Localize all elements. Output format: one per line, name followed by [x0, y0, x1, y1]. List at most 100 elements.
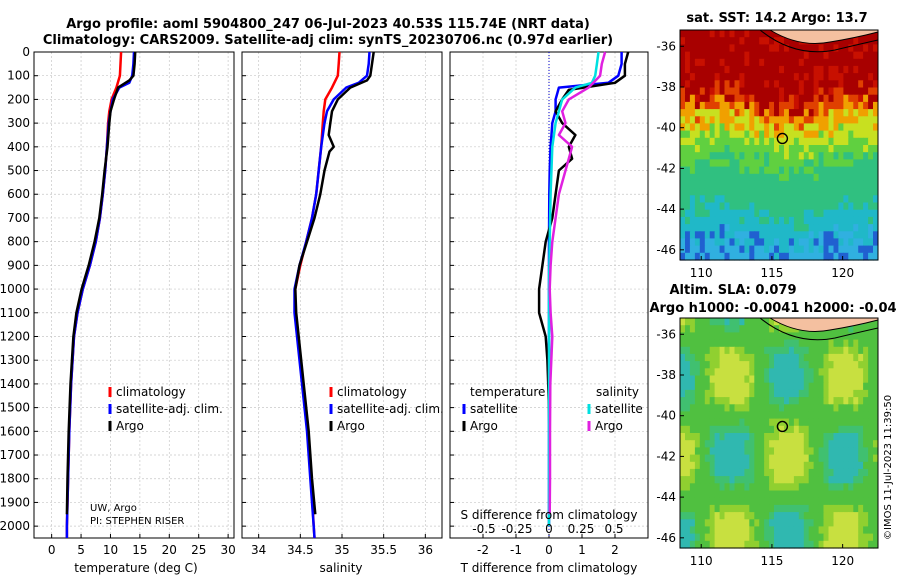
- map-cell: [704, 145, 711, 153]
- map-cell: [714, 252, 721, 261]
- map-cell: [813, 166, 820, 175]
- map-cell: [823, 80, 829, 89]
- map-cell: [818, 411, 825, 420]
- map-cell: [724, 245, 730, 254]
- map-cell: [699, 209, 706, 218]
- map-cell: [759, 361, 765, 369]
- map-cell: [685, 332, 691, 341]
- map-cell: [714, 101, 721, 110]
- map-cell: [813, 368, 820, 377]
- map-cell: [739, 166, 745, 175]
- map-cell: [729, 166, 735, 175]
- x-tick-label: 20: [162, 543, 177, 557]
- map-cell: [848, 418, 854, 427]
- map-cell: [813, 73, 820, 81]
- map-cell: [729, 361, 735, 369]
- map-cell: [873, 252, 879, 261]
- map-cell: [858, 109, 864, 117]
- map-cell: [808, 418, 815, 427]
- map-cell: [714, 245, 721, 254]
- map-cell: [858, 519, 864, 528]
- map-cell: [680, 346, 686, 355]
- map-cell: [689, 483, 696, 492]
- map-cell: [774, 504, 780, 513]
- map-cell: [788, 332, 795, 341]
- map-cell: [873, 101, 879, 110]
- map-cell: [694, 216, 701, 225]
- map-cell: [680, 440, 686, 448]
- map-cell: [739, 238, 745, 247]
- map-cell: [784, 461, 790, 470]
- map-cell: [818, 425, 825, 434]
- map-cell: [863, 94, 869, 103]
- y-tick-label: 1900: [0, 495, 30, 509]
- map-cell: [853, 245, 859, 254]
- map-cell: [764, 238, 770, 247]
- map-cell: [759, 173, 765, 182]
- map-cell: [823, 497, 829, 506]
- map-cell: [779, 468, 785, 477]
- map-cell: [784, 440, 790, 448]
- map-cell: [774, 123, 780, 132]
- map-cell: [863, 533, 869, 542]
- map-cell: [714, 519, 721, 528]
- sla-map-panel: 110 115 120-36-38-40-42-44-46: [656, 317, 879, 568]
- map-cell: [704, 65, 711, 74]
- map-cell: [853, 490, 859, 499]
- map-cell: [784, 397, 790, 405]
- map-cell: [774, 411, 780, 420]
- map-cell: [823, 58, 829, 67]
- map-cell: [798, 180, 805, 189]
- map-cell: [798, 101, 805, 110]
- x-tick-label: 2: [611, 543, 619, 557]
- map-cell: [793, 238, 800, 247]
- map-cell: [793, 65, 800, 74]
- map-cell: [749, 425, 755, 434]
- map-cell: [729, 238, 735, 247]
- series-line-salinity-argo: [548, 51, 607, 515]
- map-cell: [793, 202, 800, 211]
- map-cell: [749, 152, 755, 160]
- map-cell: [838, 490, 844, 499]
- map-cell: [848, 65, 854, 74]
- map-cell: [689, 375, 696, 384]
- map-cell: [714, 116, 721, 125]
- map-cell: [803, 123, 810, 132]
- map-cell: [818, 65, 825, 74]
- map-cell: [704, 476, 711, 484]
- map-cell: [853, 425, 859, 434]
- map-cell: [828, 44, 834, 53]
- map-cell: [808, 368, 815, 377]
- map-cell: [704, 425, 711, 434]
- map-cell: [868, 454, 874, 463]
- map-cell: [739, 252, 745, 261]
- map-cell: [873, 159, 879, 168]
- map-cell: [719, 497, 726, 506]
- map-cell: [719, 231, 726, 240]
- map-cell: [724, 65, 730, 74]
- map-cell: [818, 497, 825, 506]
- map-cell: [764, 353, 770, 362]
- map-cell: [808, 216, 815, 225]
- map-cell: [793, 123, 800, 132]
- map-cell: [833, 533, 839, 542]
- map-cell: [838, 411, 844, 420]
- map-cell: [848, 188, 854, 196]
- map-cell: [823, 540, 829, 549]
- map-cell: [719, 145, 726, 153]
- map-cell: [699, 130, 706, 139]
- map-cell: [689, 80, 696, 89]
- map-cell: [788, 216, 795, 225]
- map-cell: [843, 166, 849, 175]
- map-cell: [714, 353, 721, 362]
- map-cell: [699, 94, 706, 103]
- map-cell: [813, 397, 820, 405]
- map-cell: [808, 361, 815, 369]
- map-cell: [694, 195, 701, 204]
- map-cell: [873, 361, 879, 369]
- map-cell: [858, 188, 864, 196]
- map-cell: [694, 101, 701, 110]
- map-cell: [818, 454, 825, 463]
- x-tick-label: 25: [191, 543, 206, 557]
- map-cell: [774, 44, 780, 53]
